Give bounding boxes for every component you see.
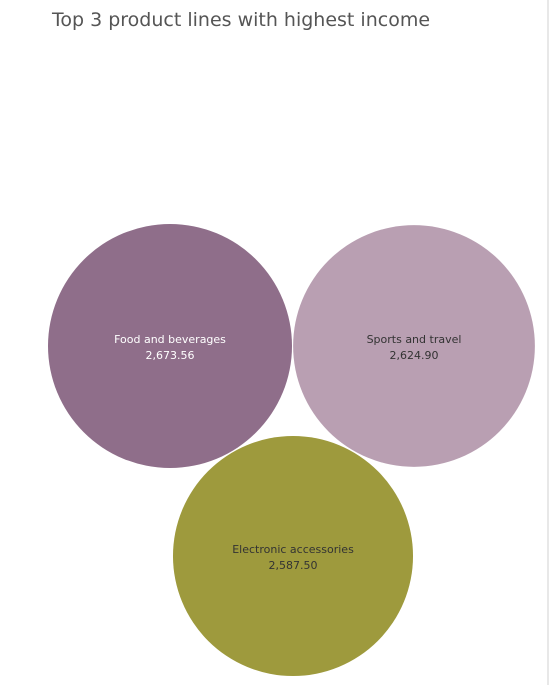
bubble-value-label: 2,587.50 [269, 559, 318, 572]
bubble-mark[interactable] [172, 435, 414, 677]
bubble-category-label: Electronic accessories [232, 543, 354, 556]
bubble-category-label: Food and beverages [114, 333, 226, 346]
bubble-mark[interactable] [48, 224, 292, 468]
bubble-value-label: 2,624.90 [390, 349, 439, 362]
bubble-category-label: Sports and travel [367, 333, 462, 346]
bubble-food-and-beverages[interactable]: Food and beverages 2,673.56 [48, 224, 292, 468]
bubble-electronic-accessories[interactable]: Electronic accessories 2,587.50 [172, 435, 414, 677]
bubble-sports-and-travel[interactable]: Sports and travel 2,624.90 [293, 225, 535, 467]
bubble-mark[interactable] [293, 225, 535, 467]
chart-title: Top 3 product lines with highest income [52, 9, 431, 31]
panel-edge [547, 0, 549, 685]
bubble-value-label: 2,673.56 [146, 349, 195, 362]
